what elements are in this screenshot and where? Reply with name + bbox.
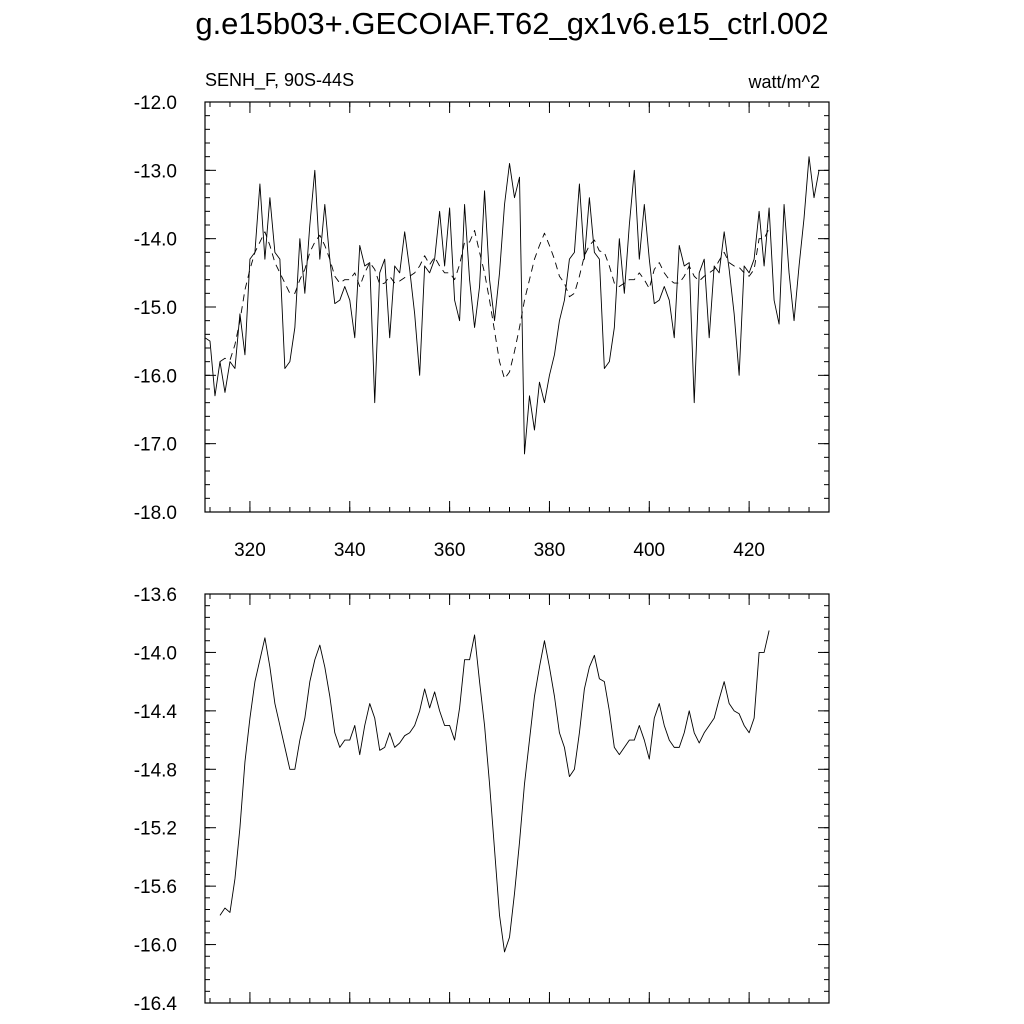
y-tick-label: -16.0 <box>134 366 177 387</box>
y-tick-label: -14.4 <box>134 702 178 723</box>
y-tick-label: -17.0 <box>134 435 177 456</box>
running-mean-line <box>219 228 770 380</box>
y-tick-label: -12.0 <box>134 93 177 114</box>
y-tick-label: -14.0 <box>134 643 177 664</box>
y-tick-label: -15.0 <box>134 298 177 319</box>
y-tick-label: -13.0 <box>134 161 177 182</box>
x-tick-label: 320 <box>234 540 266 561</box>
plot-frame <box>204 101 830 513</box>
x-tick-label: 340 <box>334 540 366 561</box>
series-line <box>219 630 770 953</box>
y-tick-label: -13.6 <box>134 585 177 606</box>
y-tick-label: -14.8 <box>134 760 177 781</box>
y-tick-label: -16.4 <box>134 994 178 1015</box>
y-tick-label: -18.0 <box>134 503 177 524</box>
variable-label: SENH_F, 90S-44S <box>205 70 354 91</box>
y-tick-label: -16.0 <box>134 936 177 957</box>
units-label: watt/m^2 <box>748 72 820 92</box>
y-tick-label: -15.6 <box>134 877 177 898</box>
x-tick-label: 380 <box>534 540 566 561</box>
plot-frame <box>204 593 830 1004</box>
x-tick-label: 360 <box>434 540 466 561</box>
bottom-panel: -13.6 -14.0 -14.4 -14.8 -15.2 -15.6 -16.0 -16.4 <box>134 585 830 1015</box>
x-tick-label: 420 <box>733 540 765 561</box>
chart-title: g.e15b03+.GECOIAF.T62_gx1v6.e15_ctrl.002 <box>195 6 829 41</box>
y-tick-label: -14.0 <box>134 230 177 251</box>
top-panel: -12.0 -13.0 -14.0 -15.0 -16.0 -17.0 -18.0 320 34… <box>134 70 830 561</box>
y-tick-label: -15.2 <box>134 819 177 840</box>
x-tick-label: 400 <box>633 540 665 561</box>
series-line <box>204 156 820 455</box>
